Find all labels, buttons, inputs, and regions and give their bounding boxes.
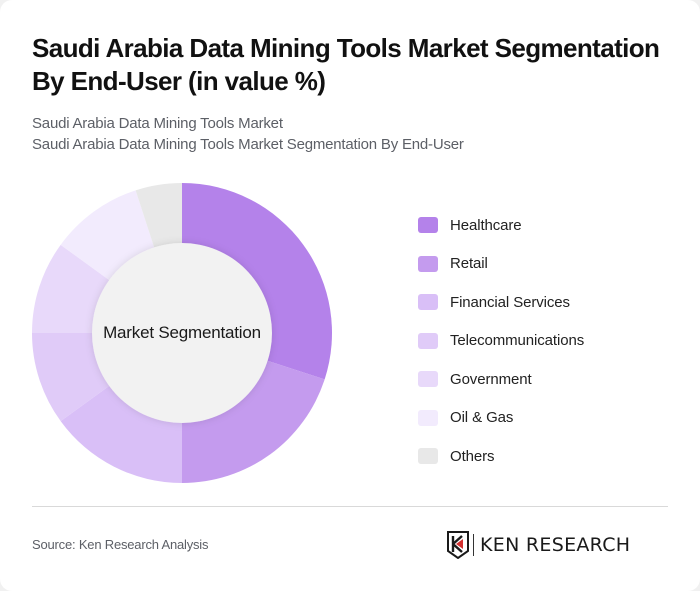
logo-separator	[473, 534, 474, 556]
legend-item-healthcare[interactable]: Healthcare	[418, 206, 584, 245]
legend-label: Financial Services	[450, 293, 570, 311]
ken-research-logo: KEN RESEARCH	[447, 531, 630, 559]
subtitle-line-1: Saudi Arabia Data Mining Tools Market	[32, 115, 283, 132]
legend-item-oil-gas[interactable]: Oil & Gas	[418, 399, 584, 438]
ken-research-logo-icon	[447, 531, 469, 559]
legend-item-telecommunications[interactable]: Telecommunications	[418, 322, 584, 361]
legend-swatch	[418, 255, 438, 272]
donut-center-label: Market Segmentation	[103, 323, 261, 342]
legend-swatch	[418, 371, 438, 388]
legend-label: Government	[450, 370, 532, 388]
legend-label: Telecommunications	[450, 332, 585, 350]
source-note: Source: Ken Research Analysis	[32, 537, 209, 552]
subtitle-line-2: Saudi Arabia Data Mining Tools Market Se…	[32, 136, 464, 153]
legend-item-others[interactable]: Others	[418, 437, 584, 476]
footer-divider	[32, 506, 668, 507]
legend-label: Retail	[450, 255, 488, 273]
legend-label: Others	[450, 447, 495, 465]
legend-item-retail[interactable]: Retail	[418, 245, 584, 284]
legend-label: Oil & Gas	[450, 409, 514, 427]
legend-swatch	[418, 217, 438, 234]
donut-svg	[32, 183, 332, 483]
logo-text: KEN RESEARCH	[480, 534, 631, 556]
donut-hole	[92, 243, 272, 423]
donut-chart: Market Segmentation	[32, 183, 332, 483]
chart-subtitle: Saudi Arabia Data Mining Tools Market Sa…	[32, 113, 464, 155]
legend-swatch	[418, 409, 438, 426]
chart-title: Saudi Arabia Data Mining Tools Market Se…	[32, 33, 660, 96]
legend-swatch	[418, 294, 438, 311]
legend-swatch	[418, 448, 438, 465]
legend-swatch	[418, 332, 438, 349]
legend-label: Healthcare	[450, 216, 522, 234]
legend-item-financial-services[interactable]: Financial Services	[418, 283, 584, 322]
legend-item-government[interactable]: Government	[418, 360, 584, 399]
chart-legend: Healthcare Retail Financial Services Tel…	[418, 206, 584, 476]
